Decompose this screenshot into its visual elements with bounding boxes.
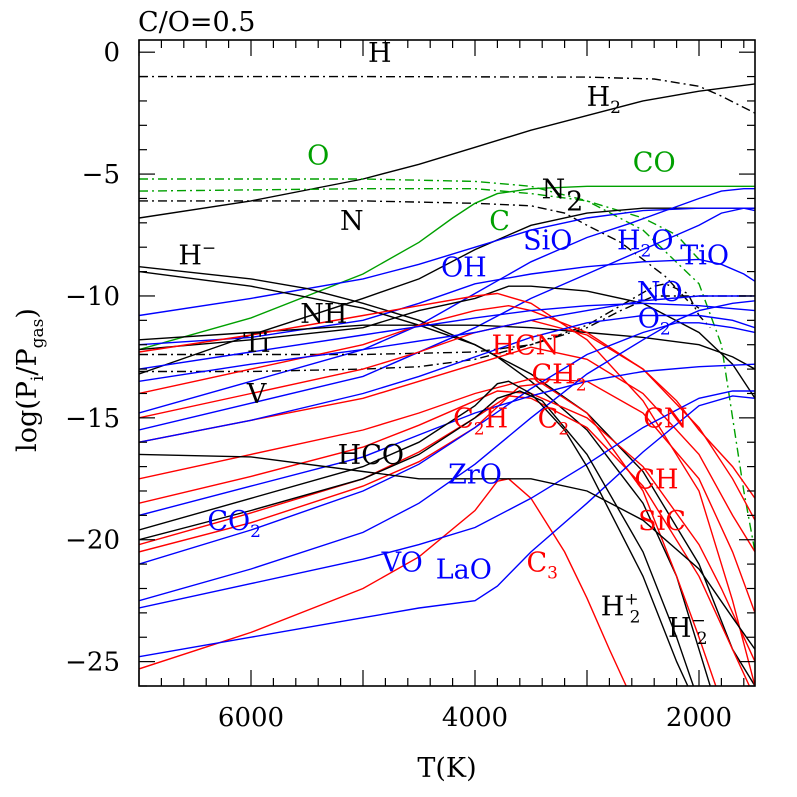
series-line-10 xyxy=(139,207,755,431)
species-label: HCO xyxy=(338,440,404,471)
series-line-34 xyxy=(139,453,755,650)
species-label: N xyxy=(542,174,566,205)
y-axis-title-sub1: i xyxy=(28,375,48,381)
species-label: CO2 xyxy=(207,506,261,542)
x-axis-title: T(K) xyxy=(417,753,476,784)
series-line-30 xyxy=(139,322,755,565)
species-label: C3 xyxy=(526,547,558,583)
series-line-15 xyxy=(139,295,755,356)
series-line-28 xyxy=(139,314,755,443)
y-tick-label: −20 xyxy=(65,526,120,556)
y-axis-title-part1: log(P xyxy=(12,381,43,452)
series-line-24 xyxy=(139,382,717,686)
axis-ticks: 6000 4000 2000 0 −5 −10 −15 −20 −25 xyxy=(65,38,755,733)
x-tick-label: 2000 xyxy=(666,703,732,733)
species-label: H xyxy=(368,38,392,69)
species-label: CH2 xyxy=(531,360,586,396)
series-line-13 xyxy=(139,285,755,399)
y-axis-title-part3: ) xyxy=(12,308,43,319)
species-label: H− 2 xyxy=(668,611,708,649)
species-label: Ti xyxy=(243,328,270,359)
series-line-29 xyxy=(139,363,755,517)
y-tick-label: −10 xyxy=(65,282,120,312)
series-line-32 xyxy=(139,390,755,609)
species-label: TiO xyxy=(680,240,729,271)
species-label: NH xyxy=(300,299,347,330)
series-line-0 xyxy=(139,75,755,114)
species-label: C2 xyxy=(538,404,570,440)
series-line-1 xyxy=(139,83,755,219)
species-label: C2H xyxy=(453,404,508,440)
species-label: SiO xyxy=(523,226,572,257)
species-label: CO xyxy=(633,148,676,179)
species-label: HCN xyxy=(491,330,559,361)
series-line-5 xyxy=(139,185,755,351)
series-line-3 xyxy=(139,188,700,260)
species-label: H+ 2 xyxy=(601,589,641,627)
y-axis-title-sub2: gas xyxy=(28,319,48,349)
x-tick-label: 6000 xyxy=(218,703,284,733)
species-label: C xyxy=(489,206,510,237)
series-line-8 xyxy=(139,258,755,346)
series-line-19 xyxy=(139,319,755,499)
series-line-21 xyxy=(139,378,755,614)
species-label: O2 xyxy=(638,304,671,340)
series-line-26 xyxy=(139,302,755,370)
series-line-2 xyxy=(139,178,755,553)
series-line-36 xyxy=(139,390,695,686)
species-label: OH xyxy=(441,252,487,283)
series-line-12 xyxy=(139,270,711,686)
species-label: H− xyxy=(178,238,216,271)
species-label: CH xyxy=(634,465,678,496)
y-tick-label: −5 xyxy=(82,160,120,190)
y-tick-label: −25 xyxy=(65,648,120,678)
series-line-27 xyxy=(139,295,755,382)
y-axis-title-part2: /P xyxy=(12,348,43,375)
series-line-4 xyxy=(139,200,700,309)
series-line-20 xyxy=(139,346,755,553)
series-layer xyxy=(139,75,755,686)
x-tick-label: 4000 xyxy=(442,703,508,733)
y-tick-label: −15 xyxy=(65,404,120,434)
species-label: SiC xyxy=(638,506,686,537)
species-label: N xyxy=(340,206,364,237)
series-line-35 xyxy=(139,380,689,686)
series-line-31 xyxy=(139,300,755,602)
species-label: CN xyxy=(643,404,687,435)
series-line-7 xyxy=(139,207,755,317)
species-label: O xyxy=(307,140,329,171)
plot-frame xyxy=(138,39,756,687)
chart-title: C/O=0.5 xyxy=(138,7,255,38)
species-label: H2 xyxy=(587,82,621,118)
species-label: LaO xyxy=(436,555,492,586)
y-axis-title: log(Pi/Pgas) xyxy=(12,308,48,452)
species-label: H2O xyxy=(617,226,674,262)
species-label: V xyxy=(246,379,267,410)
species-label: ZrO xyxy=(448,460,502,491)
species-label: 2 xyxy=(566,187,583,218)
series-line-17 xyxy=(139,292,755,686)
series-line-33 xyxy=(139,395,755,658)
species-label: VO xyxy=(381,547,423,578)
series-line-25 xyxy=(139,478,627,686)
svg-text:log(Pi/Pgas): log(Pi/Pgas) xyxy=(12,308,48,452)
species-label: NO xyxy=(637,277,683,308)
y-tick-label: 0 xyxy=(103,38,120,68)
